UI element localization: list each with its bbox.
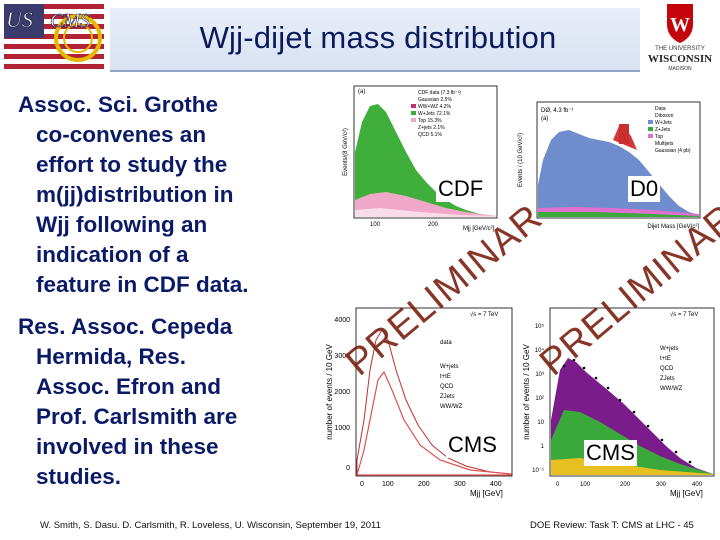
svg-text:100: 100 xyxy=(382,481,394,488)
svg-text:200: 200 xyxy=(428,222,439,228)
cdf-plot: CDF data (7.3 fb⁻¹) Gaussian 2.5% WW+WZ … xyxy=(340,82,500,232)
bullet-1-line: Assoc. Sci. Grothe xyxy=(18,92,219,117)
cms-label-2: CMS xyxy=(584,440,637,466)
svg-text:Diboson: Diboson xyxy=(655,113,674,119)
svg-text:200: 200 xyxy=(418,481,430,488)
cdf-xlabel: Mjj [GeV/c²] xyxy=(463,226,495,232)
svg-text:W+jets: W+jets xyxy=(660,346,679,352)
svg-text:W+jets: W+jets xyxy=(440,364,459,370)
bullet-2: Res. Assoc. Cepeda Hermida, Res. Assoc. … xyxy=(18,312,318,492)
svg-text:CDF data (7.3 fb⁻¹): CDF data (7.3 fb⁻¹) xyxy=(418,90,461,96)
cms-energy-2: √s = 7 TeV xyxy=(670,311,698,318)
svg-text:1000: 1000 xyxy=(334,425,350,432)
bullet-2-line: studies. xyxy=(36,464,122,489)
svg-text:400: 400 xyxy=(490,481,502,488)
uw-logo-line2: WISCONSIN xyxy=(648,53,712,65)
cms-ylabel-2: number of events / 10 GeV xyxy=(522,344,531,440)
svg-text:ZJets: ZJets xyxy=(440,394,455,400)
svg-text:CMS: CMS xyxy=(50,10,90,32)
cdf-ylabel: Events/(8 GeV/c²) xyxy=(343,128,349,176)
svg-text:Gaussian (4 pb): Gaussian (4 pb) xyxy=(655,148,691,154)
svg-text:QCD: QCD xyxy=(440,384,454,390)
bullet-2-line: Hermida, Res. xyxy=(36,344,187,369)
svg-text:10²: 10² xyxy=(535,396,544,402)
svg-text:10⁻¹: 10⁻¹ xyxy=(532,468,544,474)
svg-text:QCD 5.1%: QCD 5.1% xyxy=(418,132,442,138)
bullet-2-line: Res. Assoc. Cepeda xyxy=(18,314,233,339)
svg-text:(a): (a) xyxy=(541,116,548,122)
svg-text:Gaussian 2.5%: Gaussian 2.5% xyxy=(418,97,452,103)
svg-text:WW/WZ: WW/WZ xyxy=(440,404,463,410)
d0-ylabel: Events / (10 GeV/c²) xyxy=(518,133,524,187)
svg-text:10⁴: 10⁴ xyxy=(535,347,545,354)
svg-text:ZJets: ZJets xyxy=(660,376,675,382)
svg-text:DØ, 4.3 fb⁻¹: DØ, 4.3 fb⁻¹ xyxy=(541,108,574,114)
svg-text:0: 0 xyxy=(360,481,364,488)
svg-text:300: 300 xyxy=(454,481,466,488)
svg-text:100: 100 xyxy=(580,482,591,488)
footer-page: DOE Review: Task T: CMS at LHC - 45 xyxy=(530,520,694,531)
cdf-label: CDF xyxy=(436,176,486,202)
svg-text:100: 100 xyxy=(370,222,381,228)
footer-authors: W. Smith, S. Dasu. D. Carlsmith, R. Love… xyxy=(40,520,381,531)
svg-text:Top 15.3%: Top 15.3% xyxy=(418,118,442,124)
svg-text:2000: 2000 xyxy=(334,389,350,396)
cms-label-1: CMS xyxy=(446,432,499,458)
svg-text:t+tE: t+tE xyxy=(440,374,451,380)
svg-text:Z+jets 2.1%: Z+jets 2.1% xyxy=(418,125,445,131)
cms-xlabel-1: Mjj [GeV] xyxy=(470,489,503,498)
svg-text:10: 10 xyxy=(537,420,544,426)
bullet-2-line: Assoc. Efron and xyxy=(36,374,222,399)
page-title: Wjj-dijet mass distribution xyxy=(199,20,557,55)
svg-text:400: 400 xyxy=(692,482,703,488)
svg-text:t+tE: t+tE xyxy=(660,356,671,362)
d0-xlabel: Dijet Mass [GeV/c²] xyxy=(647,224,699,230)
svg-text:Top: Top xyxy=(655,134,663,140)
bullet-2-line: involved in these xyxy=(36,434,219,459)
bullet-1-line: m(jj)distribution in xyxy=(36,182,234,207)
svg-text:4000: 4000 xyxy=(334,317,350,324)
svg-text:(a): (a) xyxy=(358,89,365,95)
svg-text:W+Jets 72.1%: W+Jets 72.1% xyxy=(418,111,451,117)
bullet-1-line: indication of a xyxy=(36,242,189,267)
uw-logo-line1: THE UNIVERSITY xyxy=(655,46,705,52)
uscms-logo-text: US xyxy=(6,7,33,32)
cms-xlabel-2: Mjj [GeV] xyxy=(670,489,703,498)
svg-text:10⁵: 10⁵ xyxy=(535,323,545,330)
svg-text:Data: Data xyxy=(655,106,666,112)
bullet-1: Assoc. Sci. Grothe co-convenes an effort… xyxy=(18,90,318,300)
svg-text:200: 200 xyxy=(620,482,631,488)
bullet-1-line: Wjj following an xyxy=(36,212,208,237)
bullet-1-line: feature in CDF data. xyxy=(36,272,249,297)
svg-text:data: data xyxy=(440,340,452,346)
d0-label: D0 xyxy=(628,176,661,202)
bullet-1-line: effort to study the xyxy=(36,152,228,177)
svg-text:10³: 10³ xyxy=(535,372,544,378)
uw-logo-line3: MADISON xyxy=(668,66,692,72)
uscms-logo: US CMS xyxy=(0,0,110,74)
svg-text:Multijets: Multijets xyxy=(655,141,674,147)
bullet-2-line: Prof. Carlsmith are xyxy=(36,404,238,429)
svg-text:0: 0 xyxy=(346,465,350,472)
svg-text:QCD: QCD xyxy=(660,366,674,372)
svg-text:0: 0 xyxy=(556,482,560,488)
svg-text:WW+WZ 4.2%: WW+WZ 4.2% xyxy=(418,104,451,110)
svg-text:3000: 3000 xyxy=(334,353,350,360)
uw-logo: W THE UNIVERSITY WISCONSIN MADISON xyxy=(640,0,720,74)
svg-text:1: 1 xyxy=(541,444,545,450)
svg-text:300: 300 xyxy=(656,482,667,488)
svg-text:W+Jets: W+Jets xyxy=(655,120,672,126)
svg-text:Z+Jets: Z+Jets xyxy=(655,127,671,133)
svg-text:W: W xyxy=(670,14,690,36)
d0-plot: DØ, 4.3 fb⁻¹ (a) Data Diboson W+Jets Z+J… xyxy=(513,100,703,230)
svg-text:WW/WZ: WW/WZ xyxy=(660,386,683,392)
cms-ylabel-1: number of events / 10 GeV xyxy=(325,344,334,440)
bullet-1-line: co-convenes an xyxy=(36,122,207,147)
title-bar xyxy=(110,8,640,72)
cms-energy-1: √s = 7 TeV xyxy=(470,311,498,318)
